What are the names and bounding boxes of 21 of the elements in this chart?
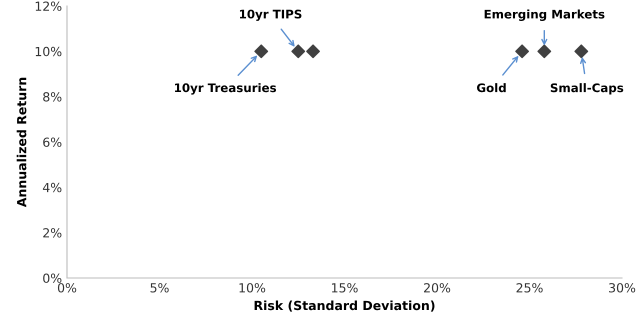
- x-tick-label: 5%: [150, 283, 169, 293]
- y-tick-label: 4%: [42, 182, 62, 192]
- x-tick-label: 25%: [516, 283, 543, 293]
- x-tick-label: 10%: [239, 283, 266, 293]
- y-tick-label: 8%: [43, 92, 62, 102]
- annotation: 10yr TIPS: [240, 10, 302, 21]
- x-tick-label: 15%: [332, 283, 358, 293]
- y-tick-label: 0%: [43, 273, 62, 283]
- y-tick-label: 6%: [43, 137, 62, 147]
- x-axis-title: Risk (Standard Deviation): [254, 300, 434, 312]
- annotation: Small-Caps: [550, 83, 624, 95]
- y-tick-label: 10%: [36, 46, 62, 56]
- x-tick-label: 20%: [424, 283, 450, 293]
- y-axis-title: Annualized Return: [16, 78, 26, 208]
- annotation: Emerging Markets: [484, 9, 604, 21]
- annotation: 10yr Treasuries: [175, 83, 276, 95]
- y-tick-label: 12%: [36, 1, 62, 11]
- annotation: Gold: [476, 83, 506, 92]
- y-tick-label: 2%: [43, 228, 62, 238]
- x-tick-label: 30%: [609, 283, 636, 293]
- x-tick-label: 0%: [58, 283, 76, 293]
